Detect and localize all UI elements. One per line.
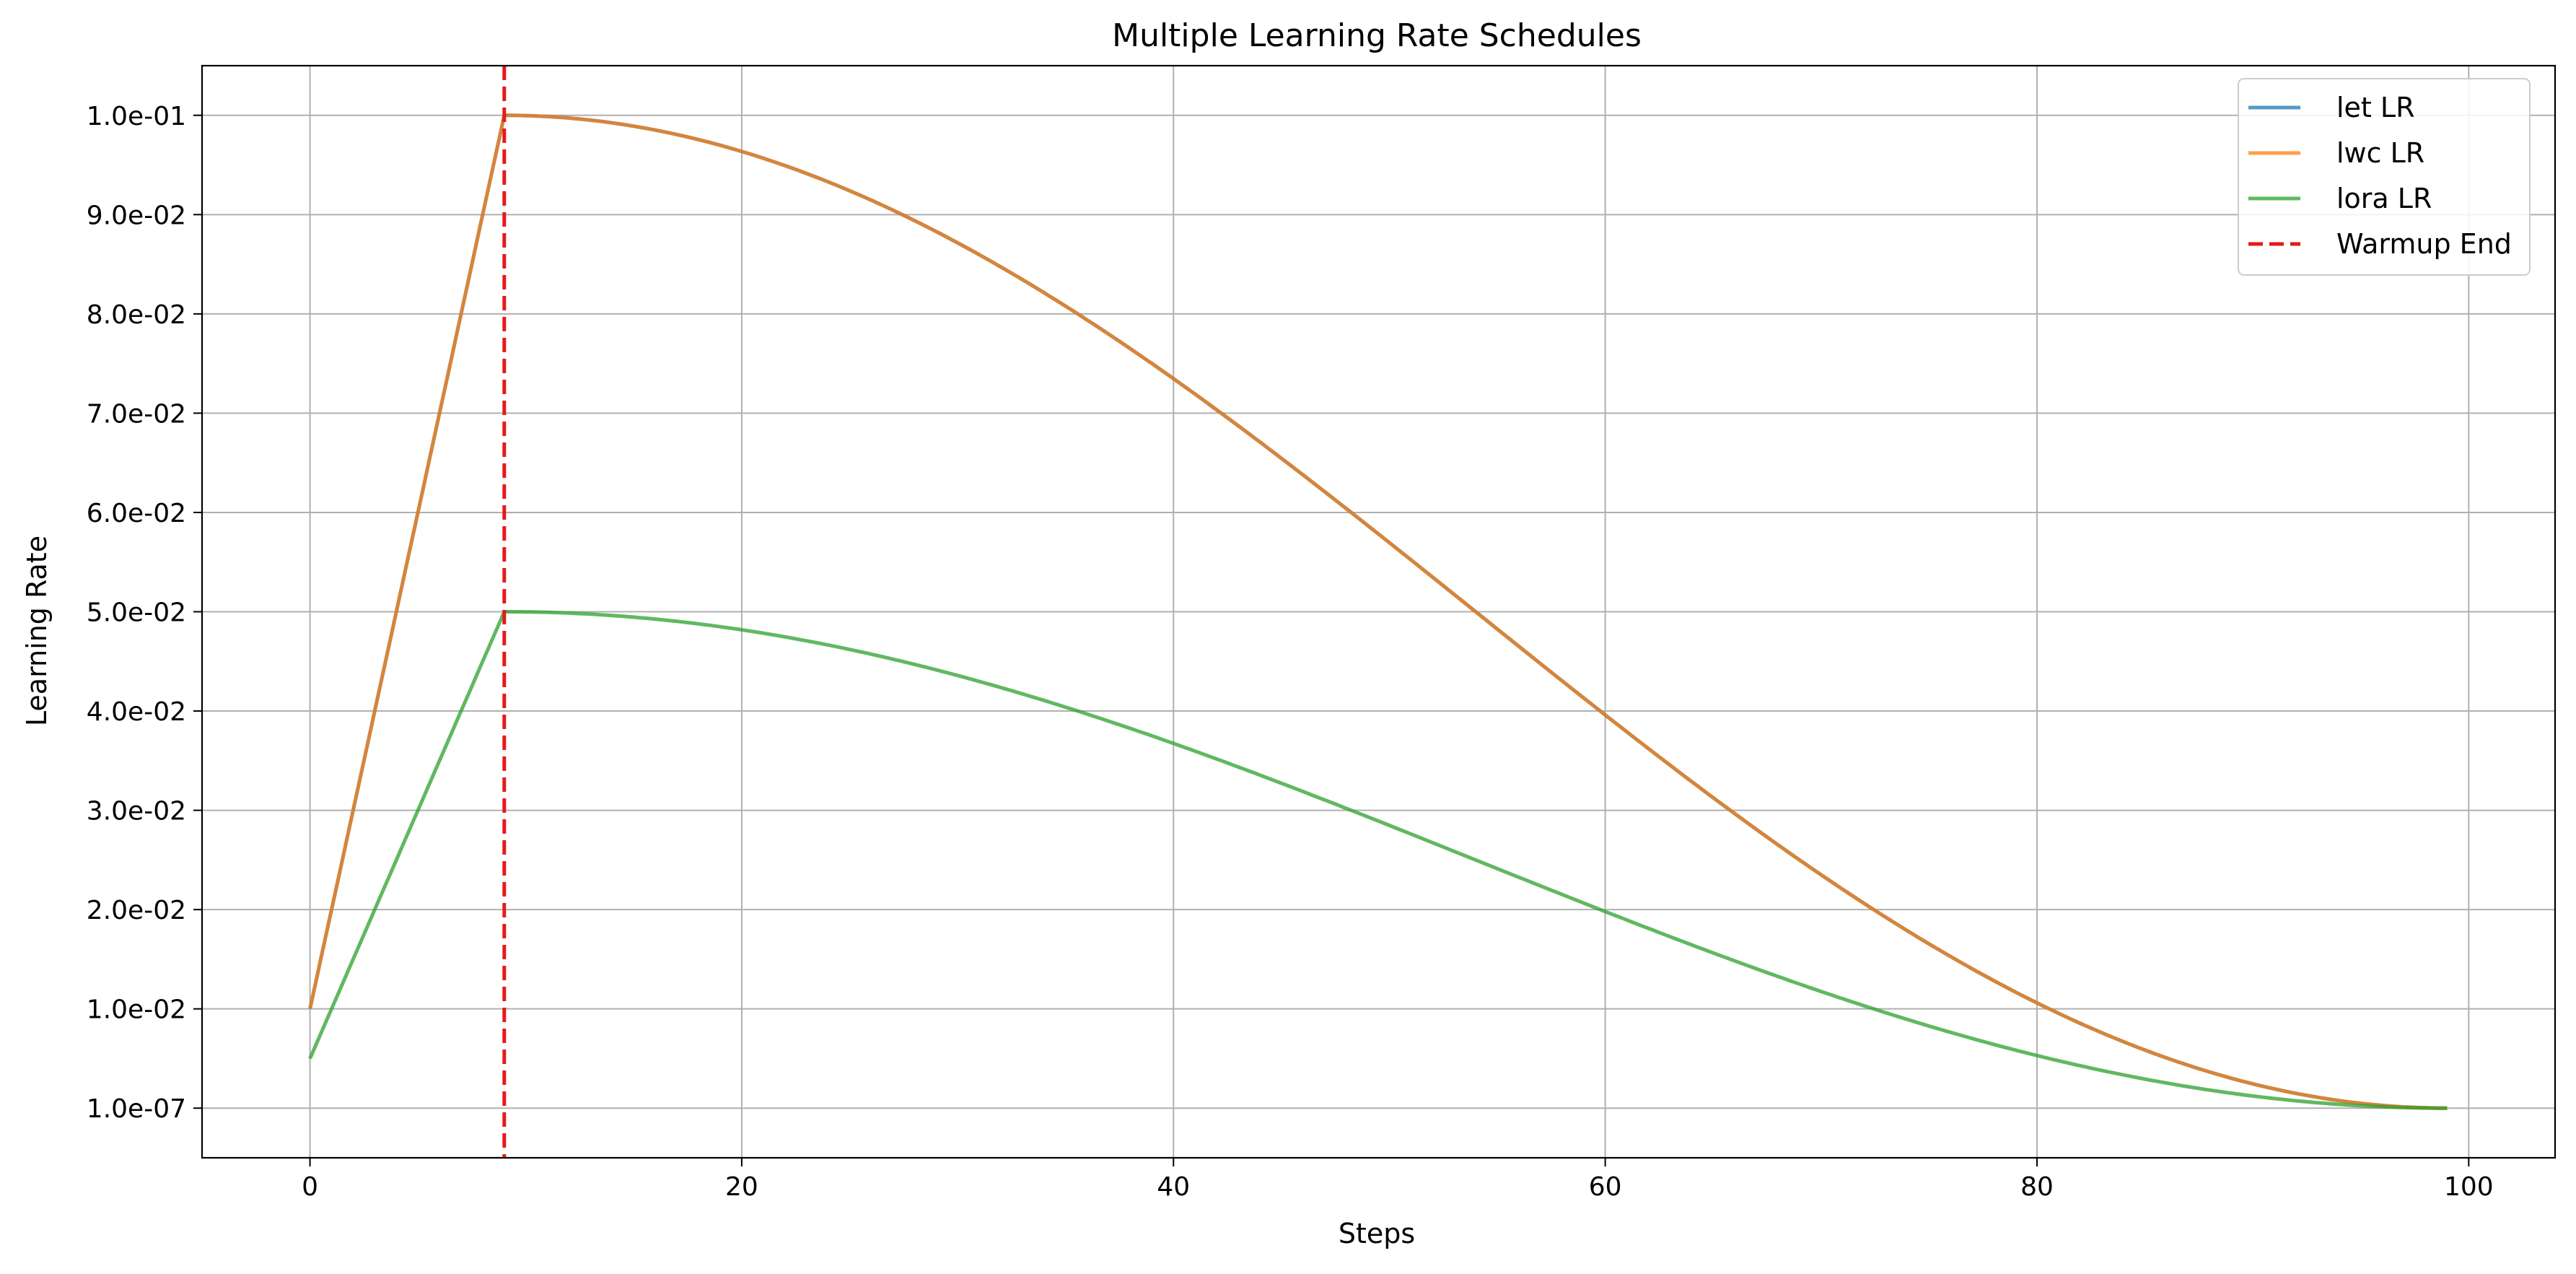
y-axis-ticks: 1.0e-07 1.0e-02 2.0e-02 3.0e-02 4.0e-02 5.0e-… [87, 102, 202, 1124]
y-tick-label: 4.0e-02 [87, 697, 186, 727]
y-tick-label: 6.0e-02 [87, 499, 186, 528]
x-tick-label: 100 [2444, 1172, 2494, 1202]
y-tick-label: 2.0e-02 [87, 896, 186, 925]
x-axis-ticks: 0 20 40 60 80 100 [302, 1158, 2494, 1202]
x-tick-label: 80 [2020, 1172, 2054, 1202]
lora-lr-line [308, 610, 2448, 1110]
x-tick-label: 0 [302, 1172, 318, 1202]
y-tick-label: 9.0e-02 [87, 201, 186, 230]
legend: let LR lwc LR lora LR Warmup End [2238, 78, 2531, 276]
chart-title: Multiple Learning Rate Schedules [1112, 17, 1642, 54]
y-tick-label: 8.0e-02 [87, 300, 186, 330]
x-tick-label: 40 [1157, 1172, 1190, 1202]
y-axis-label: Learning Rate [21, 536, 53, 726]
x-axis-label: Steps [1339, 1218, 1415, 1249]
y-tick-label: 7.0e-02 [87, 399, 186, 429]
legend-label: lwc LR [2336, 137, 2424, 169]
legend-label: lora LR [2336, 183, 2432, 214]
series-lines [308, 113, 2448, 1110]
legend-label: let LR [2336, 92, 2415, 123]
x-tick-label: 60 [1589, 1172, 1622, 1202]
y-tick-label: 1.0e-02 [87, 995, 186, 1025]
y-tick-label: 3.0e-02 [87, 797, 186, 826]
legend-label: Warmup End [2336, 228, 2512, 260]
legend-box [2238, 78, 2531, 276]
lwc-lr-line [308, 113, 2448, 1110]
y-tick-label: 1.0e-01 [87, 102, 186, 131]
y-tick-label: 1.0e-07 [87, 1094, 186, 1124]
y-tick-label: 5.0e-02 [87, 598, 186, 628]
x-tick-label: 20 [725, 1172, 758, 1202]
